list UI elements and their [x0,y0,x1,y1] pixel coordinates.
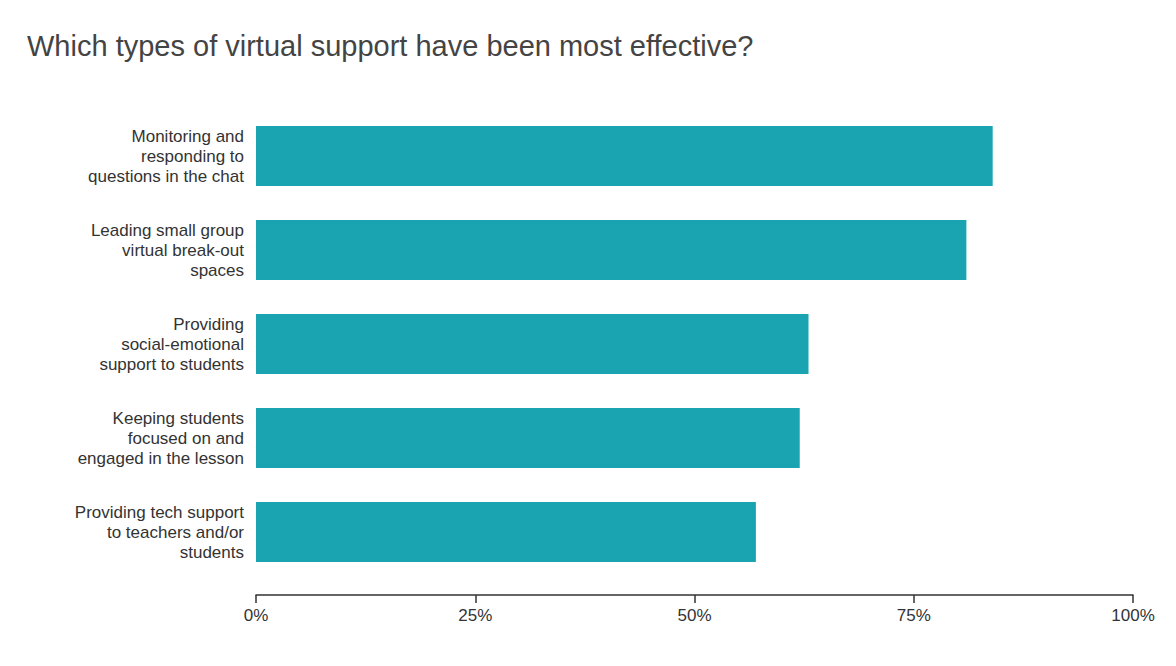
svg-text:100%: 100% [1111,606,1154,625]
svg-text:Providing tech support: Providing tech support [75,503,244,522]
svg-text:questions in the chat: questions in the chat [88,167,244,186]
svg-text:engaged in the lesson: engaged in the lesson [78,449,244,468]
svg-text:students: students [180,543,244,562]
svg-text:focused on and: focused on and [128,429,244,448]
svg-text:Which types of virtual support: Which types of virtual support have been… [27,30,753,62]
svg-text:Leading small group: Leading small group [91,221,244,240]
svg-text:support to students: support to students [99,355,244,374]
svg-text:virtual break-out: virtual break-out [122,241,244,260]
svg-text:social-emotional: social-emotional [121,335,244,354]
svg-text:Monitoring and: Monitoring and [132,127,244,146]
svg-text:Keeping students: Keeping students [113,409,244,428]
svg-text:25%: 25% [458,606,492,625]
svg-text:spaces: spaces [190,261,244,280]
svg-text:0%: 0% [244,606,269,625]
svg-text:50%: 50% [677,606,711,625]
svg-text:75%: 75% [897,606,931,625]
svg-text:to teachers and/or: to teachers and/or [107,523,244,542]
svg-text:Providing: Providing [173,315,244,334]
svg-text:responding to: responding to [141,147,244,166]
